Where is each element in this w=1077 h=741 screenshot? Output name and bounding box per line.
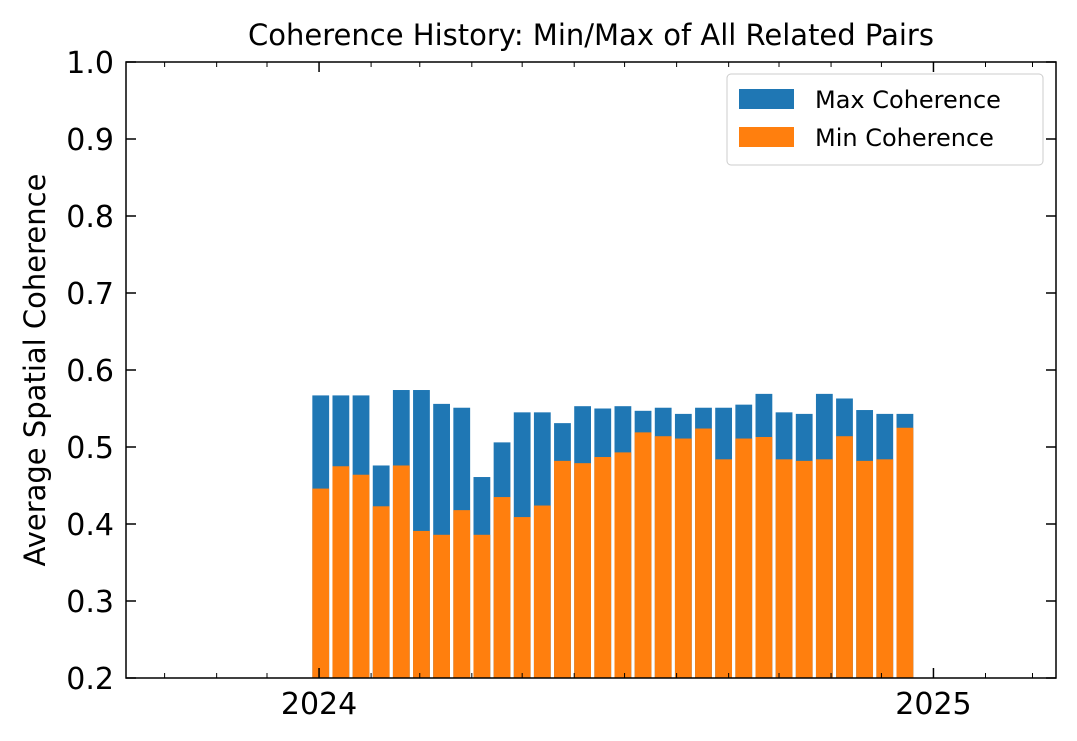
min-coherence-bar: [493, 497, 511, 678]
x-tick-label: 2025: [895, 687, 971, 722]
min-coherence-bar: [775, 459, 793, 678]
min-coherence-bar: [836, 436, 853, 678]
y-tick-label: 0.6: [66, 354, 114, 389]
legend-label-max: Max Coherence: [815, 86, 1001, 114]
min-coherence-bar: [896, 427, 914, 678]
min-coherence-bar: [372, 506, 390, 678]
y-tick-label: 0.8: [66, 200, 114, 235]
y-tick-label: 0.9: [66, 123, 114, 158]
y-tick-label: 0.7: [66, 277, 114, 312]
y-tick-label: 0.4: [66, 508, 114, 543]
min-coherence-bar: [594, 457, 612, 678]
min-coherence-bar: [413, 530, 430, 678]
legend: Max Coherence Min Coherence: [726, 73, 1044, 166]
min-coherence-bar: [815, 459, 833, 678]
min-coherence-bar: [352, 474, 370, 678]
y-tick-label: 0.3: [66, 585, 114, 620]
min-coherence-bar: [715, 459, 733, 678]
min-coherence-bar: [876, 459, 894, 678]
min-coherence-bar: [755, 436, 773, 678]
min-coherence-bar: [453, 510, 471, 678]
min-coherence-bar: [473, 534, 491, 678]
y-axis-label: Average Spatial Coherence: [18, 174, 52, 567]
min-coherence-bar: [856, 460, 874, 678]
min-coherence-bar: [554, 460, 571, 678]
min-coherence-bar: [574, 463, 591, 678]
min-coherence-bar: [735, 438, 753, 678]
y-tick-label: 0.2: [66, 662, 114, 697]
min-coherence-bar: [614, 452, 632, 678]
min-coherence-bar: [332, 466, 350, 678]
min-coherence-bar: [433, 534, 450, 678]
y-tick-label: 0.5: [66, 431, 114, 466]
min-coherence-bar: [695, 428, 712, 678]
min-coherence-bar: [392, 465, 410, 678]
min-coherence-bar: [634, 432, 652, 678]
legend-swatch-max: [739, 89, 794, 109]
min-coherence-bar: [795, 460, 813, 678]
chart-title: Coherence History: Min/Max of All Relate…: [248, 18, 934, 52]
legend-frame: [726, 73, 1044, 166]
min-coherence-bar: [513, 517, 531, 678]
y-tick-label: 1.0: [66, 46, 114, 81]
bars-layer: [312, 390, 914, 678]
axes-layer: 0.2 0.3 0.4 0.5 0.6 0.7 0.8 0.9 1.0 2024 2025: [66, 46, 1056, 722]
min-coherence-bar: [533, 505, 551, 678]
x-tick-label: 2024: [281, 687, 357, 722]
legend-label-min: Min Coherence: [815, 124, 994, 152]
min-coherence-bar: [654, 436, 672, 678]
legend-swatch-min: [739, 127, 794, 147]
min-coherence-bar: [312, 488, 330, 678]
min-coherence-bar: [674, 438, 692, 678]
